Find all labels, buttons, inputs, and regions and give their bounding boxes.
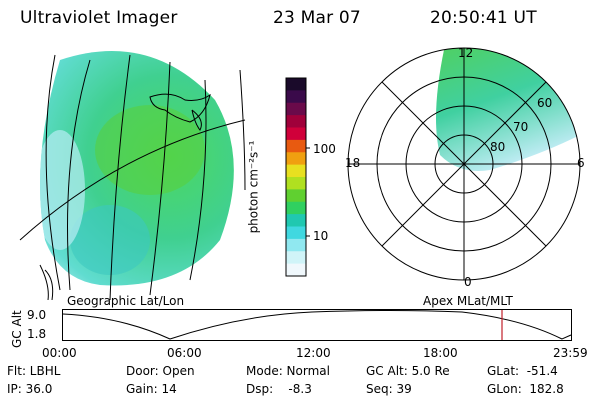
info-glon: GLon: 182.8: [487, 382, 564, 396]
colorbar-tick-10: 10: [313, 229, 329, 243]
colorbar-band: [286, 189, 306, 203]
colorbar-band: [286, 115, 306, 128]
info-glat: GLat: -51.4: [487, 364, 558, 378]
colorbar-band: [286, 226, 306, 240]
colorbar-band: [286, 201, 306, 215]
geo-map-caption: Geographic Lat/Lon: [67, 294, 185, 308]
colorbar-band: [286, 102, 306, 116]
info-filter: Flt: LBHL: [7, 364, 61, 378]
colorbar-band: [286, 139, 306, 153]
colorbar-band: [286, 214, 306, 227]
mlat-label-70: 70: [513, 120, 529, 134]
mlat-label-60: 60: [537, 96, 553, 110]
timeline-xtick-1200: 12:00: [296, 346, 331, 360]
info-dsp: Dsp: -8.3: [246, 382, 312, 396]
colorbar-unit-label: photon cm⁻²s⁻¹: [246, 140, 261, 234]
timeline-xtick-2359: 23:59: [553, 346, 588, 360]
mlt-label-18: 18: [345, 156, 361, 170]
polar-plot-caption: Apex MLat/MLT: [423, 294, 513, 308]
mlt-label-12: 12: [458, 46, 474, 60]
timeline-ytick-top: 9.0: [27, 308, 47, 322]
app-title: Ultraviolet Imager: [20, 8, 178, 28]
timeline-ytick-bottom: 1.8: [27, 327, 47, 341]
mlt-label-0: 0: [464, 275, 472, 289]
colorbar-tick-100: 100: [313, 142, 336, 156]
info-mode: Mode: Normal: [246, 364, 330, 378]
mlat-label-80: 80: [490, 140, 506, 154]
colorbar-band: [286, 251, 306, 265]
colorbar-band: [286, 164, 306, 178]
time-label: 20:50:41 UT: [430, 8, 537, 28]
geographic-aurora-image: [19, 51, 246, 300]
info-gc-alt: GC Alt: 5.0 Re: [366, 364, 450, 378]
timeline-xtick-0600: 06:00: [167, 346, 202, 360]
info-gain: Gain: 14: [126, 382, 177, 396]
colorbar-band: [286, 78, 306, 91]
altitude-timeline: [62, 309, 572, 341]
colorbar-band: [286, 90, 306, 104]
mlt-label-6: 6: [577, 156, 585, 170]
timeline-xtick-1800: 18:00: [423, 346, 458, 360]
timeline-axis-label: GC Alt: [10, 310, 24, 348]
colorbar-band: [286, 127, 306, 141]
timeline-xtick-0000: 00:00: [42, 346, 77, 360]
colorbar: [285, 77, 310, 277]
info-seq: Seq: 39: [366, 382, 412, 396]
colorbar-band: [286, 152, 306, 166]
date-label: 23 Mar 07: [273, 8, 361, 28]
info-ip: IP: 36.0: [7, 382, 53, 396]
colorbar-band: [286, 263, 306, 277]
info-door: Door: Open: [126, 364, 195, 378]
polar-mlat-mlt-plot: [347, 47, 581, 281]
colorbar-band: [286, 177, 306, 190]
colorbar-band: [286, 238, 306, 252]
